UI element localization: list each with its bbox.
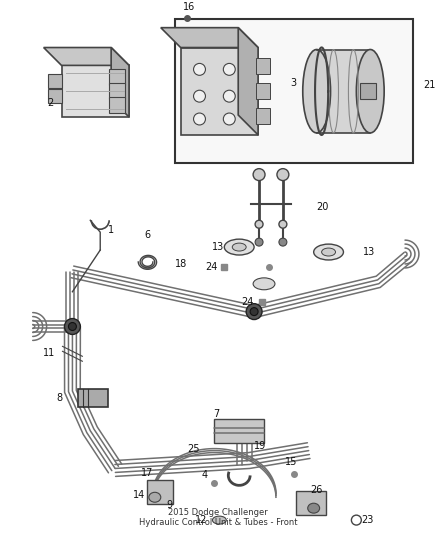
Text: 17: 17 <box>141 469 153 479</box>
Text: 7: 7 <box>213 409 219 419</box>
Ellipse shape <box>303 50 331 133</box>
Text: 1: 1 <box>108 225 114 235</box>
Text: 4: 4 <box>201 471 208 480</box>
Text: 19: 19 <box>254 441 266 450</box>
Polygon shape <box>61 66 129 117</box>
Circle shape <box>68 322 76 330</box>
Text: 15: 15 <box>285 457 297 467</box>
Circle shape <box>194 63 205 75</box>
Circle shape <box>223 63 235 75</box>
Ellipse shape <box>321 248 336 256</box>
Ellipse shape <box>212 516 226 524</box>
Polygon shape <box>256 59 270 74</box>
Circle shape <box>250 308 258 316</box>
Polygon shape <box>48 89 61 103</box>
Text: 6: 6 <box>145 230 151 240</box>
Polygon shape <box>111 47 129 117</box>
Polygon shape <box>256 83 270 99</box>
Text: 11: 11 <box>43 348 56 358</box>
Text: 13: 13 <box>212 242 224 252</box>
Text: 25: 25 <box>187 443 199 454</box>
Circle shape <box>253 168 265 181</box>
Text: 24: 24 <box>205 262 217 272</box>
Circle shape <box>223 113 235 125</box>
Circle shape <box>279 238 287 246</box>
Polygon shape <box>161 28 258 47</box>
Ellipse shape <box>253 278 275 290</box>
Polygon shape <box>48 74 61 88</box>
Text: 16: 16 <box>184 2 196 12</box>
Polygon shape <box>256 108 270 124</box>
Polygon shape <box>109 69 125 85</box>
Polygon shape <box>147 480 173 504</box>
Polygon shape <box>180 47 258 135</box>
Polygon shape <box>109 97 125 113</box>
Circle shape <box>64 319 80 334</box>
Text: 26: 26 <box>311 485 323 495</box>
Text: 2015 Dodge Challenger
Hydraulic Control Unit & Tubes - Front: 2015 Dodge Challenger Hydraulic Control … <box>139 507 297 527</box>
Circle shape <box>246 304 262 320</box>
Text: 20: 20 <box>317 203 329 212</box>
Ellipse shape <box>224 239 254 255</box>
Circle shape <box>279 220 287 228</box>
Polygon shape <box>214 419 264 442</box>
Text: 14: 14 <box>133 490 145 500</box>
Text: 13: 13 <box>363 247 375 257</box>
Text: 3: 3 <box>291 78 297 88</box>
Text: 23: 23 <box>361 515 374 525</box>
Text: 8: 8 <box>57 393 63 403</box>
Text: 2: 2 <box>47 98 54 108</box>
Bar <box>360 83 376 99</box>
Ellipse shape <box>308 503 320 513</box>
Text: 24: 24 <box>242 297 254 306</box>
Ellipse shape <box>314 244 343 260</box>
Ellipse shape <box>149 492 161 502</box>
Text: 18: 18 <box>175 259 187 269</box>
Bar <box>78 389 108 407</box>
Circle shape <box>223 90 235 102</box>
Circle shape <box>255 220 263 228</box>
Circle shape <box>194 113 205 125</box>
Circle shape <box>351 515 361 525</box>
Polygon shape <box>109 83 125 99</box>
Text: 21: 21 <box>423 80 435 90</box>
Polygon shape <box>44 47 129 66</box>
Bar <box>175 19 413 163</box>
Text: 12: 12 <box>195 515 208 525</box>
Polygon shape <box>238 28 258 135</box>
Circle shape <box>194 90 205 102</box>
Circle shape <box>277 168 289 181</box>
Ellipse shape <box>232 243 246 251</box>
Bar <box>317 50 371 133</box>
Polygon shape <box>296 491 325 515</box>
Ellipse shape <box>357 50 384 133</box>
Circle shape <box>255 238 263 246</box>
Text: 9: 9 <box>166 500 173 510</box>
